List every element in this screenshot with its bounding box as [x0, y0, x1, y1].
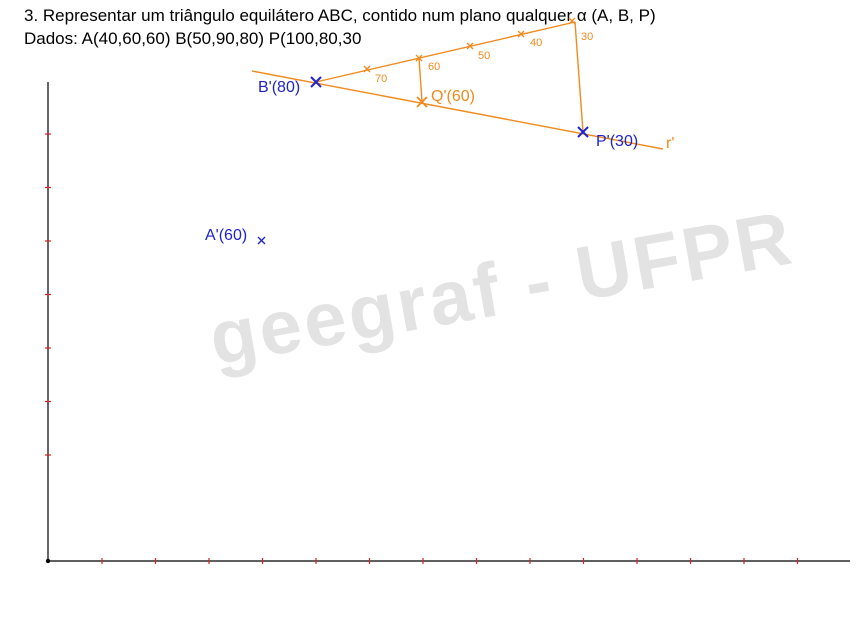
scale-label-60: 60	[428, 61, 440, 73]
projector-q	[418, 57, 423, 103]
b-prime-mark	[310, 76, 322, 88]
given-data: Dados: A(40,60,60) B(50,90,80) P(100,80,…	[24, 29, 362, 48]
scale-mark-60	[415, 54, 423, 62]
axes	[47, 82, 850, 562]
p-prime-mark	[577, 126, 589, 138]
scale-label-70: 70	[375, 73, 387, 85]
p-prime-label: P'(30)	[596, 133, 638, 150]
projector-p	[574, 21, 584, 133]
scale-label-40: 40	[530, 37, 542, 49]
scale-label-30: 30	[581, 31, 593, 43]
watermark: geegraf - UFPR	[203, 195, 800, 381]
a-prime-label: A'(60)	[205, 227, 247, 244]
b-prime-label: B'(80)	[258, 79, 300, 96]
problem-statement: 3. Representar um triângulo equilátero A…	[24, 6, 656, 25]
scale-mark-70	[363, 65, 371, 73]
r-prime-label: r'	[666, 135, 674, 152]
q-prime-mark	[416, 96, 428, 108]
scale-mark-30	[568, 17, 576, 25]
construction-lines	[251, 21, 664, 150]
scale-mark-40	[517, 30, 525, 38]
scale-mark-50	[466, 42, 474, 50]
line-r-prime	[251, 70, 664, 150]
q-prime-label: Q'(60)	[431, 88, 475, 105]
a-prime-mark	[257, 236, 266, 245]
axis-ticks	[45, 133, 799, 564]
scale-labels: 70 60 50 40 30	[375, 31, 593, 85]
scale-label-50: 50	[478, 50, 490, 62]
scale-line	[315, 21, 576, 83]
scale-marks	[363, 17, 576, 73]
origin-point	[45, 558, 51, 564]
